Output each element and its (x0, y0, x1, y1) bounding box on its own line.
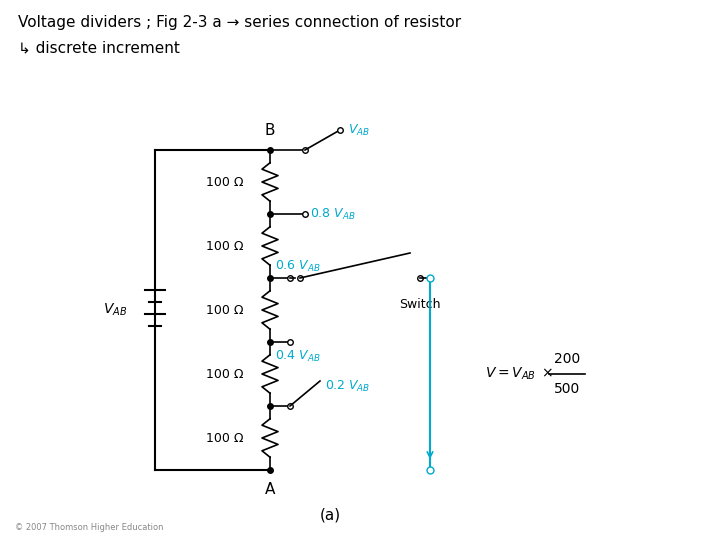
Text: B: B (265, 123, 275, 138)
Text: $0.4\ V_{AB}$: $0.4\ V_{AB}$ (275, 348, 321, 363)
Text: © 2007 Thomson Higher Education: © 2007 Thomson Higher Education (15, 523, 163, 532)
Text: 200: 200 (554, 352, 580, 366)
Text: (a): (a) (320, 508, 341, 523)
Text: 100 Ω: 100 Ω (206, 431, 244, 444)
Text: 100 Ω: 100 Ω (206, 176, 244, 188)
Text: 500: 500 (554, 382, 580, 396)
Text: $0.6\ V_{AB}$: $0.6\ V_{AB}$ (275, 259, 321, 274)
Text: 100 Ω: 100 Ω (206, 240, 244, 253)
Text: A: A (265, 482, 275, 497)
Text: Switch: Switch (400, 298, 441, 311)
Text: $0.8\ V_{AB}$: $0.8\ V_{AB}$ (310, 206, 356, 221)
Text: Voltage dividers ; Fig 2-3 a → series connection of resistor: Voltage dividers ; Fig 2-3 a → series co… (18, 15, 461, 30)
Text: $V_{AB}$: $V_{AB}$ (103, 302, 127, 318)
Text: ↳ discrete increment: ↳ discrete increment (18, 40, 180, 56)
Text: 100 Ω: 100 Ω (206, 303, 244, 316)
Text: $V_{AB}$: $V_{AB}$ (348, 123, 370, 138)
Text: $V=V_{AB}\ \times$: $V=V_{AB}\ \times$ (485, 366, 554, 382)
Text: 100 Ω: 100 Ω (206, 368, 244, 381)
Text: $0.2\ V_{AB}$: $0.2\ V_{AB}$ (325, 379, 370, 394)
